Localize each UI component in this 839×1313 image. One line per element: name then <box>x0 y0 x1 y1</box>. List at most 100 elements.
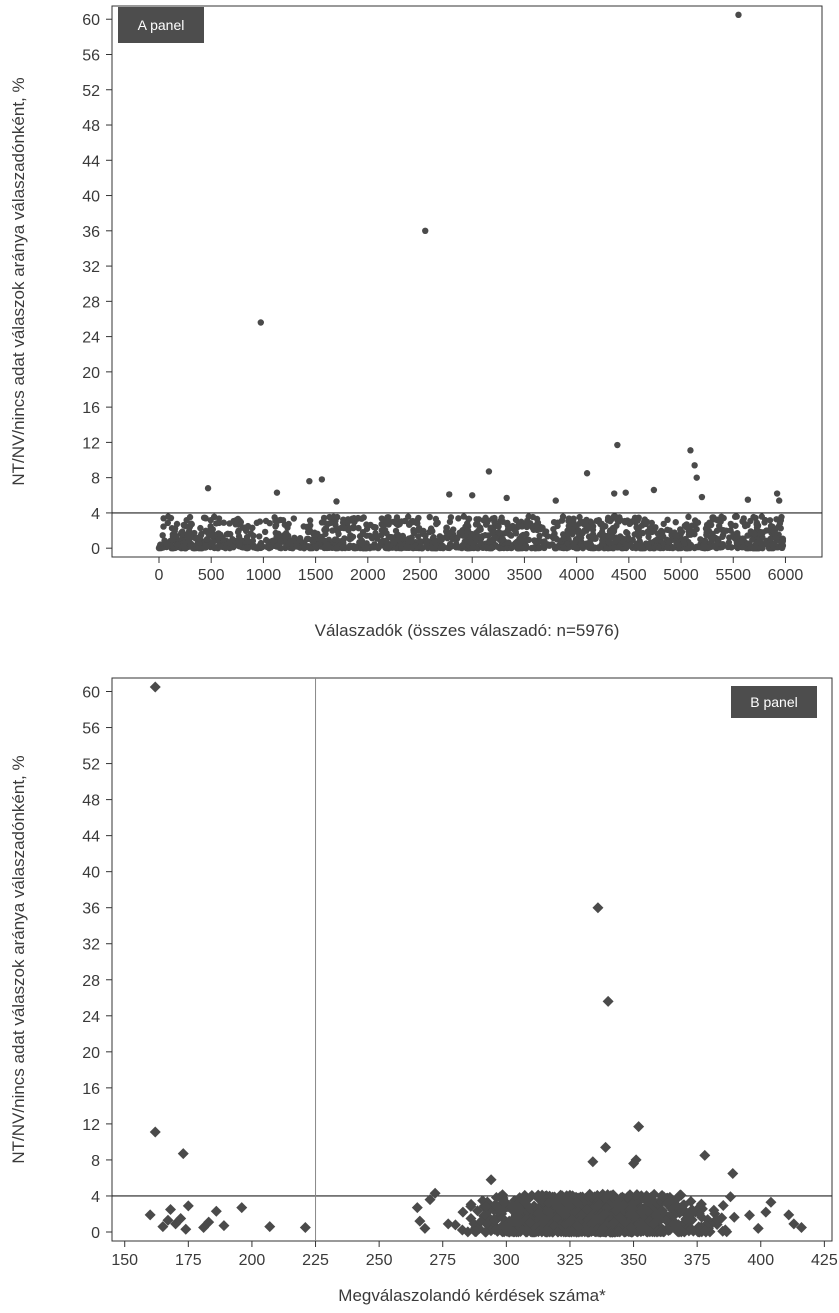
data-point <box>747 517 754 525</box>
data-point <box>482 514 489 522</box>
data-point <box>763 540 770 548</box>
data-point <box>628 1158 640 1170</box>
data-point <box>778 513 785 521</box>
data-point <box>490 1192 502 1204</box>
data-point <box>504 519 511 527</box>
data-point <box>773 490 781 497</box>
data-point <box>571 1220 583 1232</box>
data-point <box>599 537 606 544</box>
data-point <box>215 530 222 537</box>
data-point <box>599 524 606 532</box>
data-point <box>203 535 211 543</box>
data-point <box>164 519 172 527</box>
data-point <box>698 493 706 501</box>
data-point <box>661 1198 673 1210</box>
data-point <box>631 514 639 522</box>
data-point <box>645 533 652 541</box>
y-tick-label: 16 <box>82 400 100 417</box>
data-point <box>305 535 312 543</box>
data-point <box>226 520 233 527</box>
data-point <box>340 543 347 550</box>
x-tick-label: 5000 <box>663 567 699 584</box>
data-point <box>586 1217 598 1229</box>
data-point <box>505 539 512 546</box>
data-point <box>528 1226 540 1238</box>
data-point <box>401 517 409 525</box>
data-point <box>459 541 466 549</box>
y-tick-label: 32 <box>82 259 100 276</box>
data-point <box>267 544 274 551</box>
data-point <box>612 537 619 545</box>
data-point <box>408 537 415 545</box>
data-point <box>413 517 421 524</box>
data-point <box>508 1202 520 1214</box>
data-point <box>751 544 758 552</box>
y-tick-label: 36 <box>82 901 100 918</box>
data-point <box>293 541 300 549</box>
data-point <box>175 1212 187 1224</box>
data-point <box>614 441 621 449</box>
data-point <box>597 1222 609 1234</box>
data-point <box>776 520 784 527</box>
data-point <box>195 534 202 542</box>
data-point <box>312 543 320 551</box>
y-tick-label: 28 <box>82 973 100 990</box>
data-point <box>187 534 194 542</box>
data-point <box>629 1210 641 1222</box>
data-point <box>668 1219 680 1231</box>
data-point <box>244 522 252 530</box>
data-point <box>541 530 549 538</box>
data-point <box>473 516 480 523</box>
data-point <box>660 520 667 528</box>
data-point <box>631 1189 643 1201</box>
data-point <box>393 514 401 521</box>
data-point <box>585 1225 597 1237</box>
data-point <box>638 522 646 529</box>
data-point <box>455 515 462 522</box>
data-point <box>668 1210 680 1222</box>
y-tick-label: 44 <box>82 153 100 170</box>
data-point <box>757 529 764 537</box>
data-point <box>741 522 749 530</box>
data-point <box>753 524 761 531</box>
data-point <box>569 516 577 523</box>
data-point <box>597 544 604 551</box>
data-point <box>734 532 741 540</box>
data-point <box>666 527 673 534</box>
data-point <box>646 544 653 552</box>
data-point <box>648 528 656 536</box>
x-tick-label: 500 <box>198 567 225 584</box>
data-point <box>498 514 505 521</box>
data-point <box>491 518 498 526</box>
data-point <box>155 544 163 552</box>
data-point <box>728 521 735 529</box>
data-point <box>633 1121 645 1133</box>
data-point <box>605 538 613 546</box>
data-point <box>485 468 493 475</box>
data-point <box>708 1204 720 1216</box>
data-point <box>490 1200 502 1212</box>
data-point <box>572 1197 584 1209</box>
data-point <box>191 543 199 550</box>
data-point <box>262 517 270 525</box>
x-tick-label: 225 <box>302 1252 329 1269</box>
data-point <box>290 515 298 522</box>
data-point <box>496 1205 508 1217</box>
data-point <box>423 540 430 548</box>
y-tick-label: 48 <box>82 118 100 135</box>
data-point <box>747 528 755 535</box>
panel-label-badge <box>731 686 817 718</box>
y-tick-label: 12 <box>82 1117 100 1134</box>
data-point <box>424 1194 436 1206</box>
data-point <box>587 1156 599 1168</box>
data-point <box>558 517 566 524</box>
data-points <box>155 11 787 552</box>
data-point <box>497 1192 509 1204</box>
x-tick-label: 3000 <box>454 567 490 584</box>
data-point <box>496 1212 508 1224</box>
data-point <box>333 544 340 552</box>
data-point <box>760 1206 772 1218</box>
data-point <box>273 489 281 496</box>
